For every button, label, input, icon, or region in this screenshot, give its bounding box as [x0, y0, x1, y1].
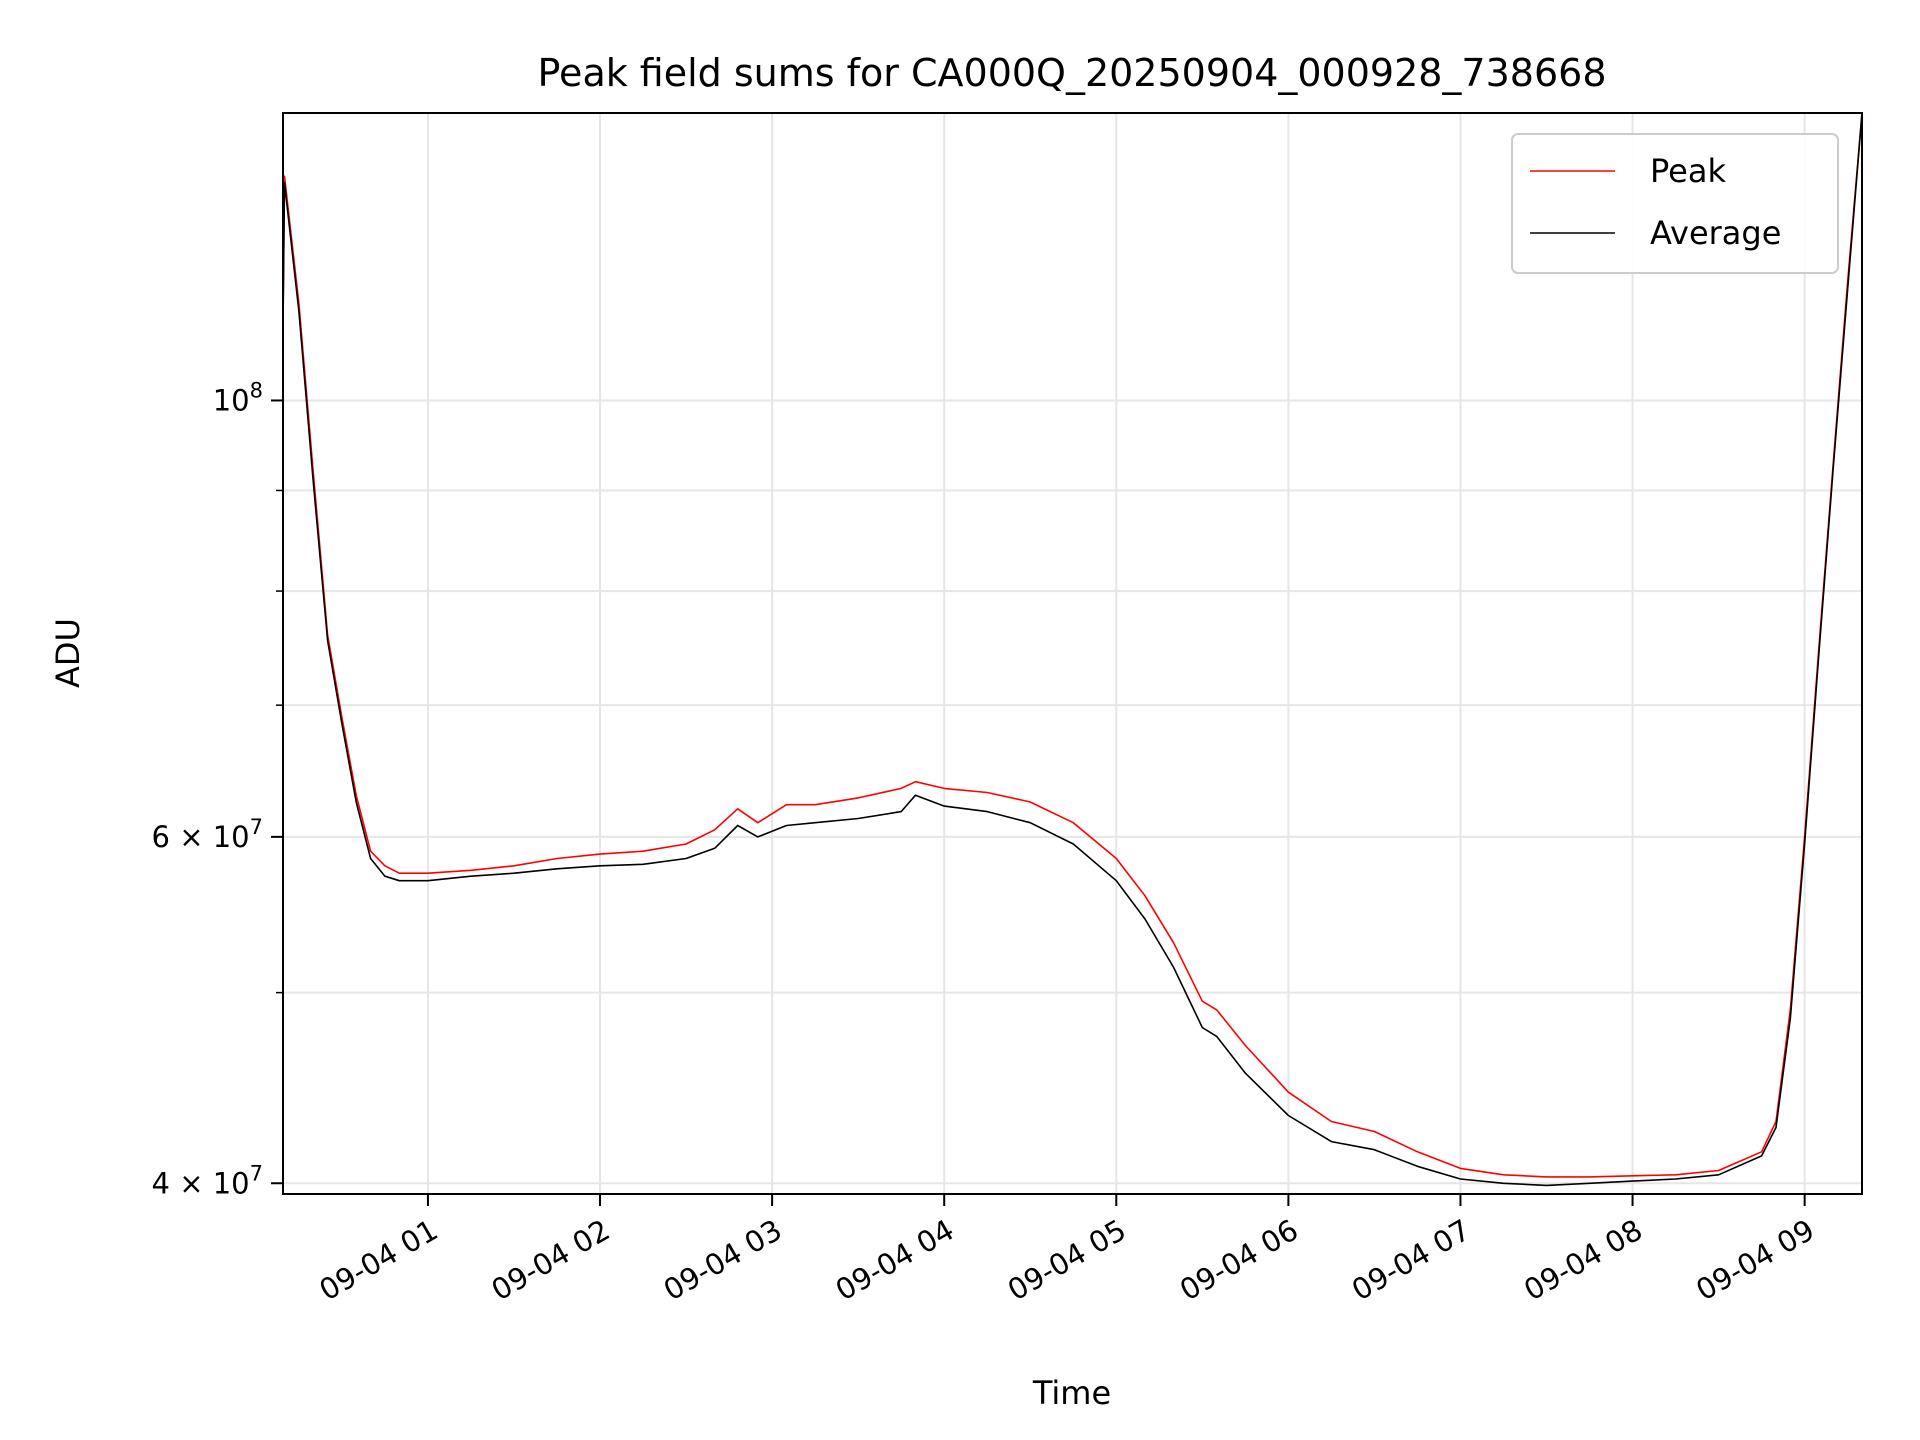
legend-box	[1511, 133, 1839, 274]
legend: Peak Average	[1511, 133, 1839, 274]
chart-title: Peak field sums for CA000Q_20250904_0009…	[538, 51, 1607, 95]
series-lines	[282, 112, 1863, 1187]
series-line-peak	[282, 112, 1863, 1178]
y-tick-label-exponent: 7	[250, 1161, 263, 1185]
y-tick-label-exponent: 8	[250, 378, 263, 402]
y-tick-label-base: 6 × 10	[152, 820, 250, 854]
x-axis-title: Time	[1032, 1374, 1111, 1412]
legend-label-average: Average	[1650, 214, 1781, 252]
series-line-average	[282, 112, 1863, 1187]
gridlines	[283, 113, 1862, 1194]
y-tick-label: 6 × 107	[152, 815, 263, 854]
y-tick-label-exponent: 7	[250, 815, 263, 839]
y-tick-label-base: 4 × 10	[152, 1166, 250, 1200]
y-tick-label: 108	[213, 378, 263, 417]
plot-frame	[282, 112, 1863, 1195]
y-axis-title: ADU	[49, 618, 87, 688]
y-tick-label: 4 × 107	[152, 1161, 263, 1200]
legend-label-peak: Peak	[1650, 152, 1726, 190]
y-tick-label-base: 10	[213, 383, 250, 417]
